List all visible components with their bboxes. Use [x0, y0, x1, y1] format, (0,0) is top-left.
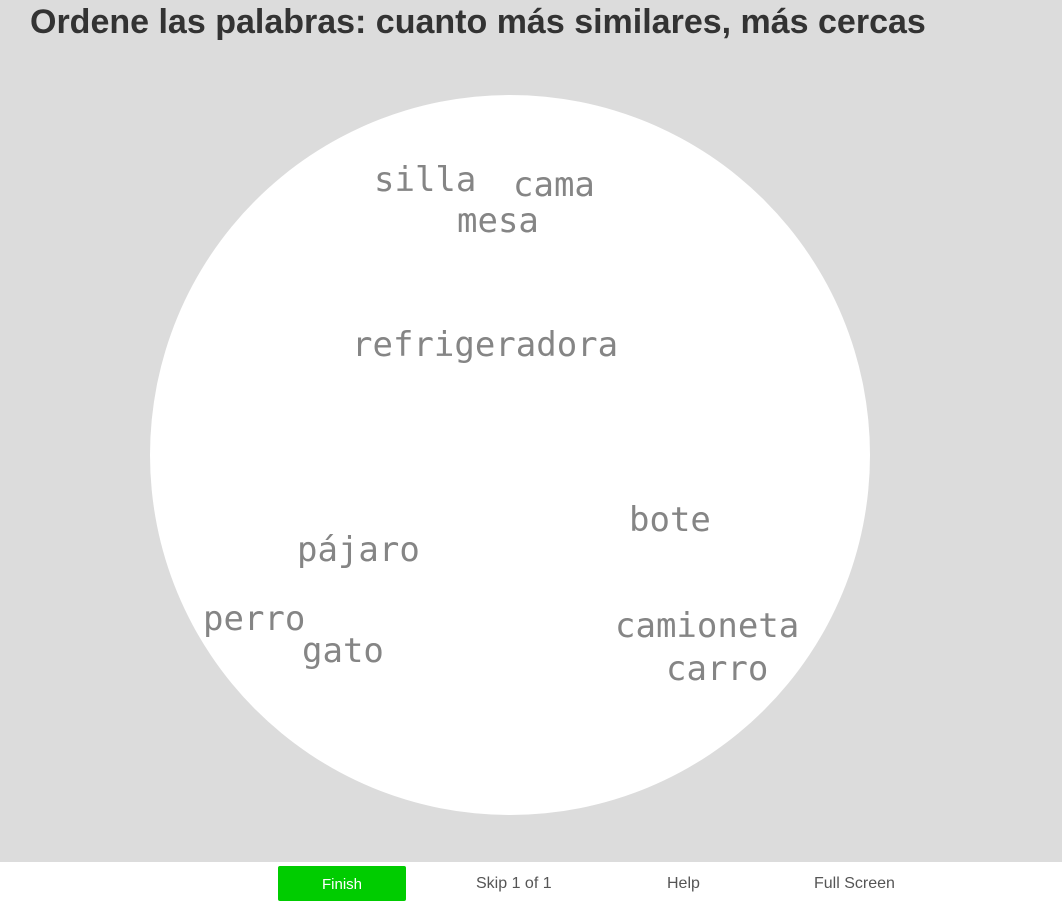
word-refrigeradora[interactable]: refrigeradora [352, 325, 619, 365]
word-cama[interactable]: cama [513, 165, 595, 205]
word-carro[interactable]: carro [666, 649, 769, 689]
word-gato[interactable]: gato [302, 631, 384, 671]
word-silla[interactable]: silla [374, 160, 477, 200]
word-perro[interactable]: perro [203, 599, 306, 639]
word-pajaro[interactable]: pájaro [297, 530, 420, 570]
word-camioneta[interactable]: camioneta [615, 606, 800, 646]
workspace: Ordene las palabras: cuanto más similare… [0, 0, 1062, 862]
bottom-toolbar: Finish Skip 1 of 1 Help Full Screen [0, 862, 1062, 907]
help-link[interactable]: Help [667, 875, 700, 892]
page-title: Ordene las palabras: cuanto más similare… [30, 3, 926, 41]
skip-link[interactable]: Skip 1 of 1 [476, 875, 552, 892]
sorting-circle [150, 95, 870, 815]
word-mesa[interactable]: mesa [457, 201, 539, 241]
fullscreen-link[interactable]: Full Screen [814, 875, 895, 892]
word-bote[interactable]: bote [629, 500, 711, 540]
finish-button[interactable]: Finish [278, 866, 406, 901]
